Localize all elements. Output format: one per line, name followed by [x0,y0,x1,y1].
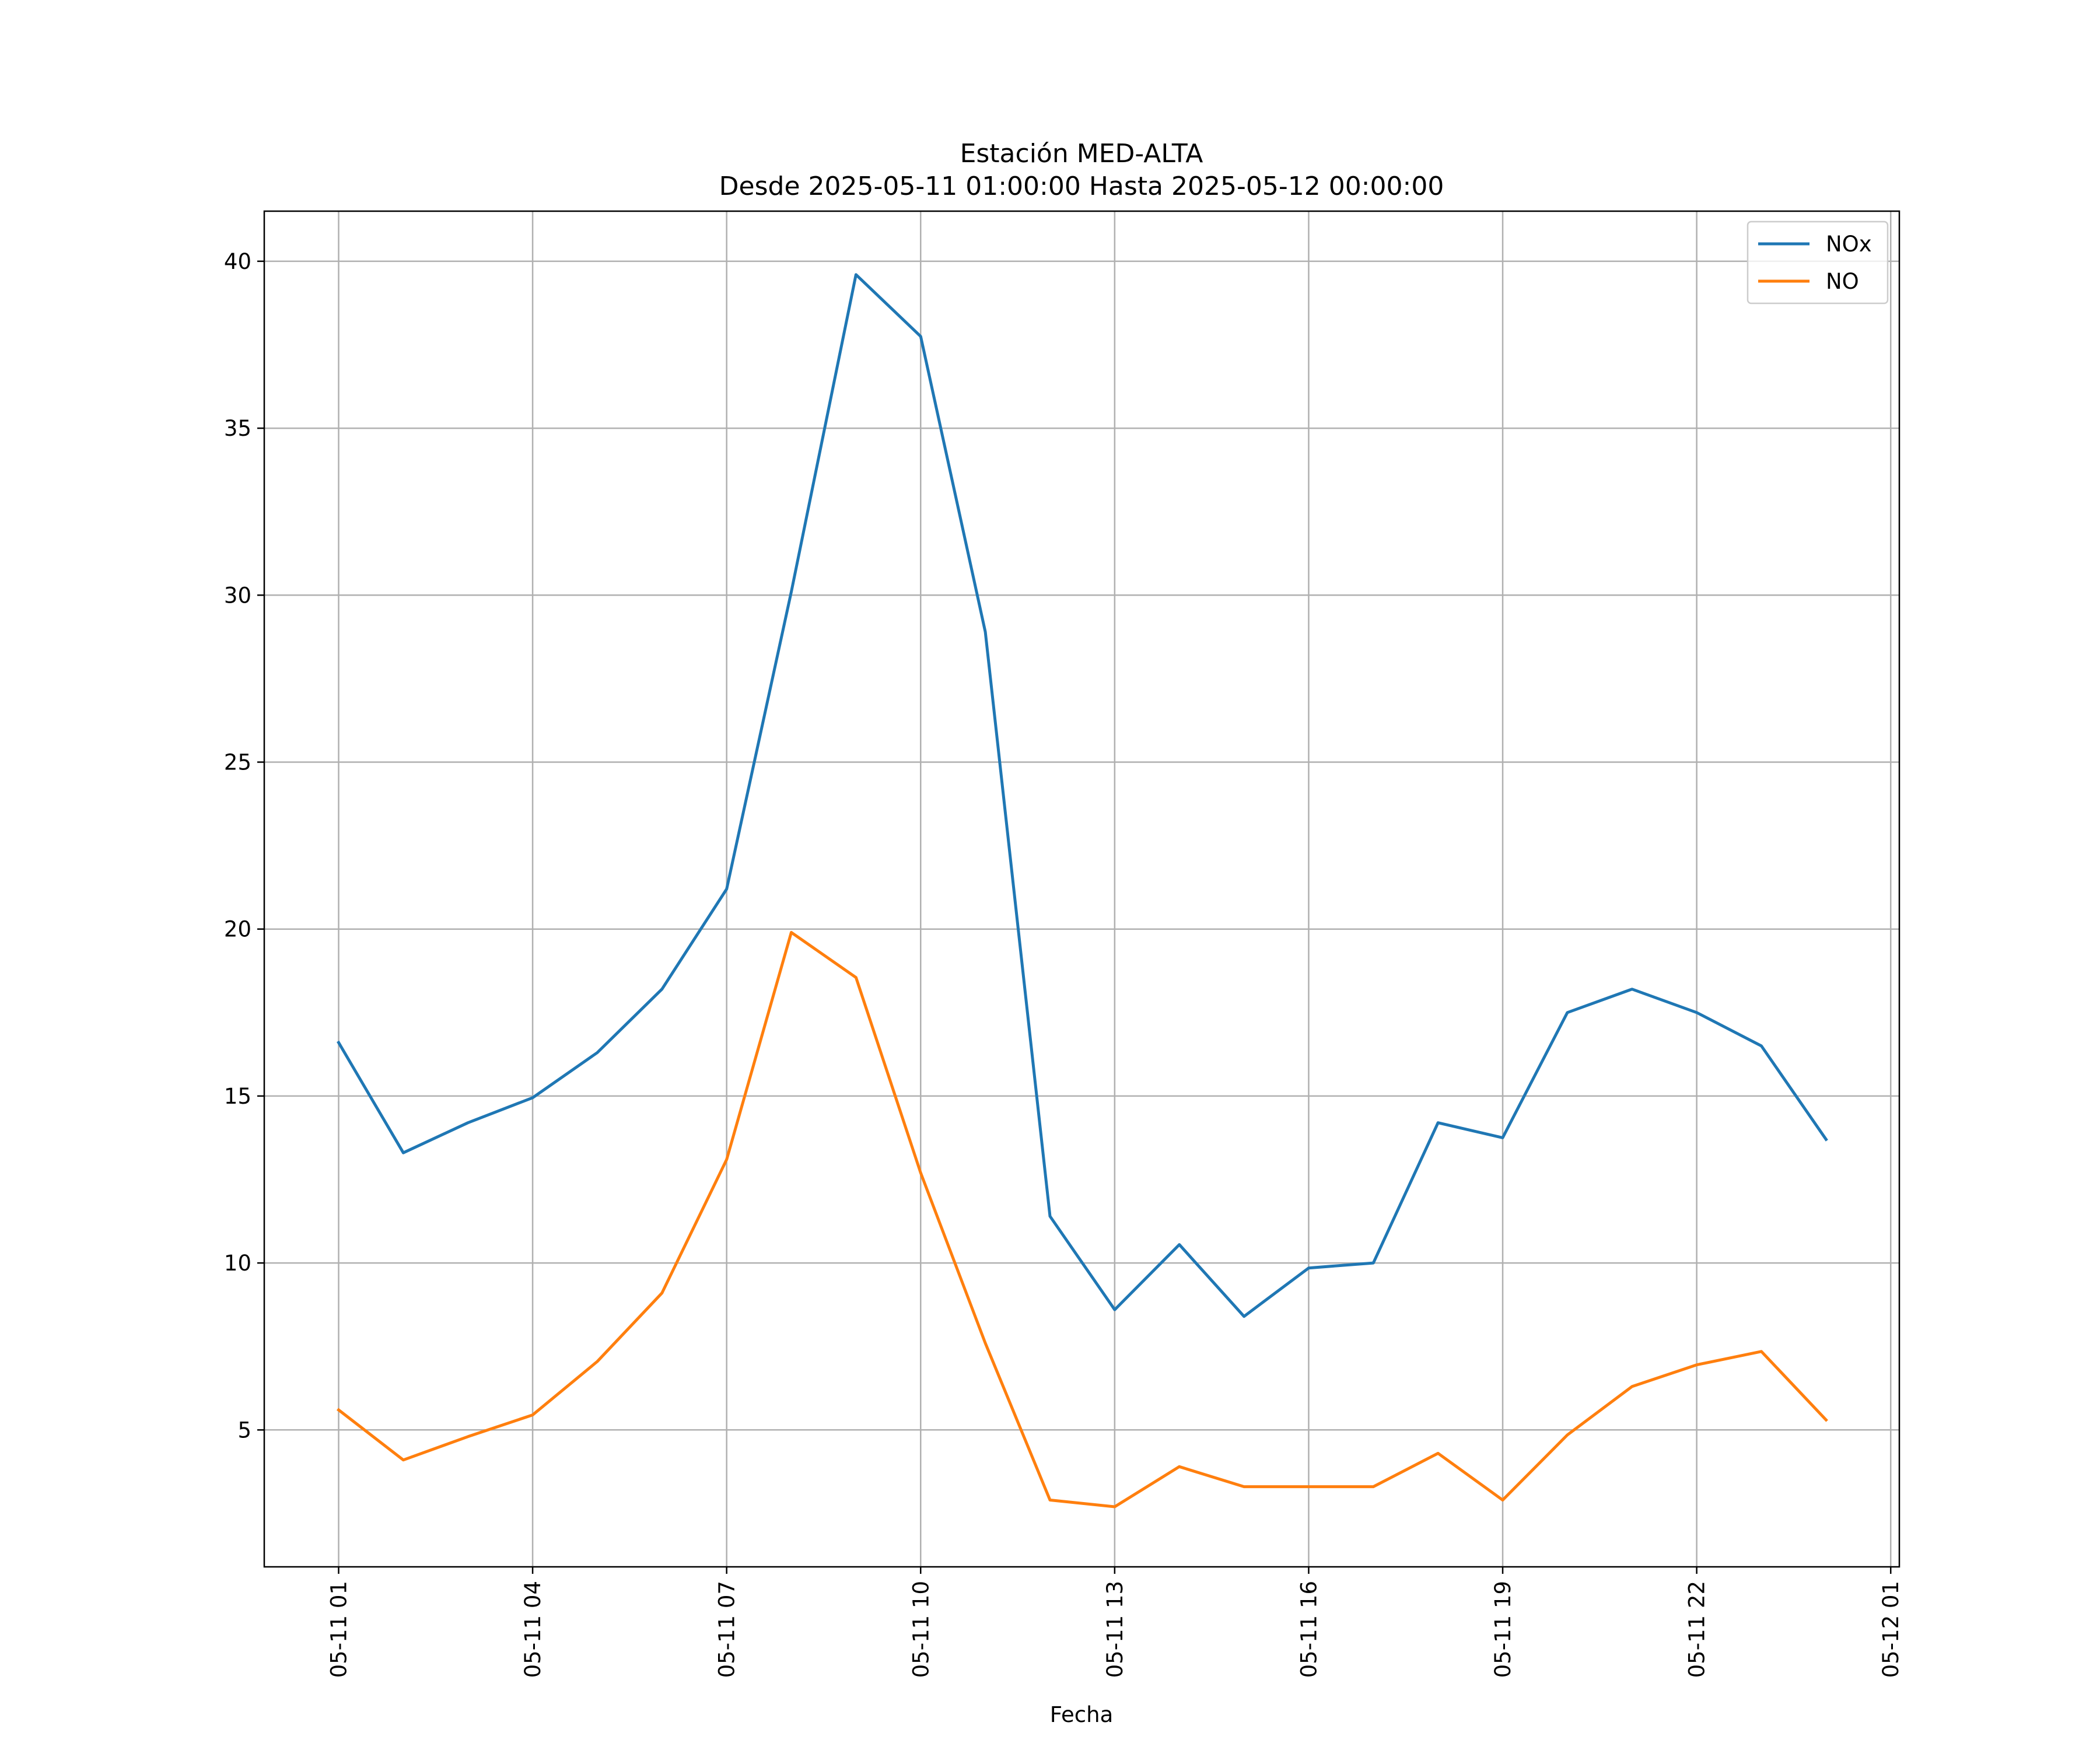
x-axis-label: Fecha [1050,1702,1114,1727]
x-axis-ticks: 05-11 01 05-11 04 05-11 07 05-11 10 05-11 13… [326,1567,1903,1678]
x-tick-label: 05-11 16 [1296,1581,1321,1678]
y-tick-label: 40 [224,249,251,274]
x-tick-label: 05-11 04 [520,1581,545,1678]
y-axis-ticks: 5 10 15 20 25 30 35 40 [224,249,264,1443]
legend-box [1746,220,1889,304]
y-tick-label: 20 [224,917,251,942]
x-tick-label: 05-11 22 [1685,1581,1710,1678]
legend-label-nox: NOx [1826,232,1872,257]
chart-title-line-1: Estación MED-ALTA [960,139,1203,169]
y-tick-label: 35 [224,416,251,441]
y-tick-label: 30 [224,583,251,608]
plot-area-frame [263,210,1901,1568]
x-tick-label: 05-12 01 [1878,1581,1903,1678]
x-tick-label: 05-11 07 [715,1581,740,1678]
x-tick-label: 05-11 01 [326,1581,351,1678]
data-series [336,273,1828,1508]
x-tick-label: 05-11 19 [1490,1581,1516,1678]
legend-label-no: NO [1826,269,1859,294]
legend: NOx NO [1746,220,1889,304]
x-tick-label: 05-11 13 [1102,1581,1128,1678]
x-tick-label: 05-11 10 [908,1581,933,1678]
series-line-nox [337,273,1828,1318]
y-tick-label: 25 [224,750,251,775]
y-tick-label: 5 [237,1418,251,1443]
y-tick-label: 10 [224,1251,251,1276]
y-tick-label: 15 [224,1084,251,1109]
series-line-no [336,930,1828,1508]
chart-title-line-2: Desde 2025-05-11 01:00:00 Hasta 2025-05-… [719,172,1444,201]
